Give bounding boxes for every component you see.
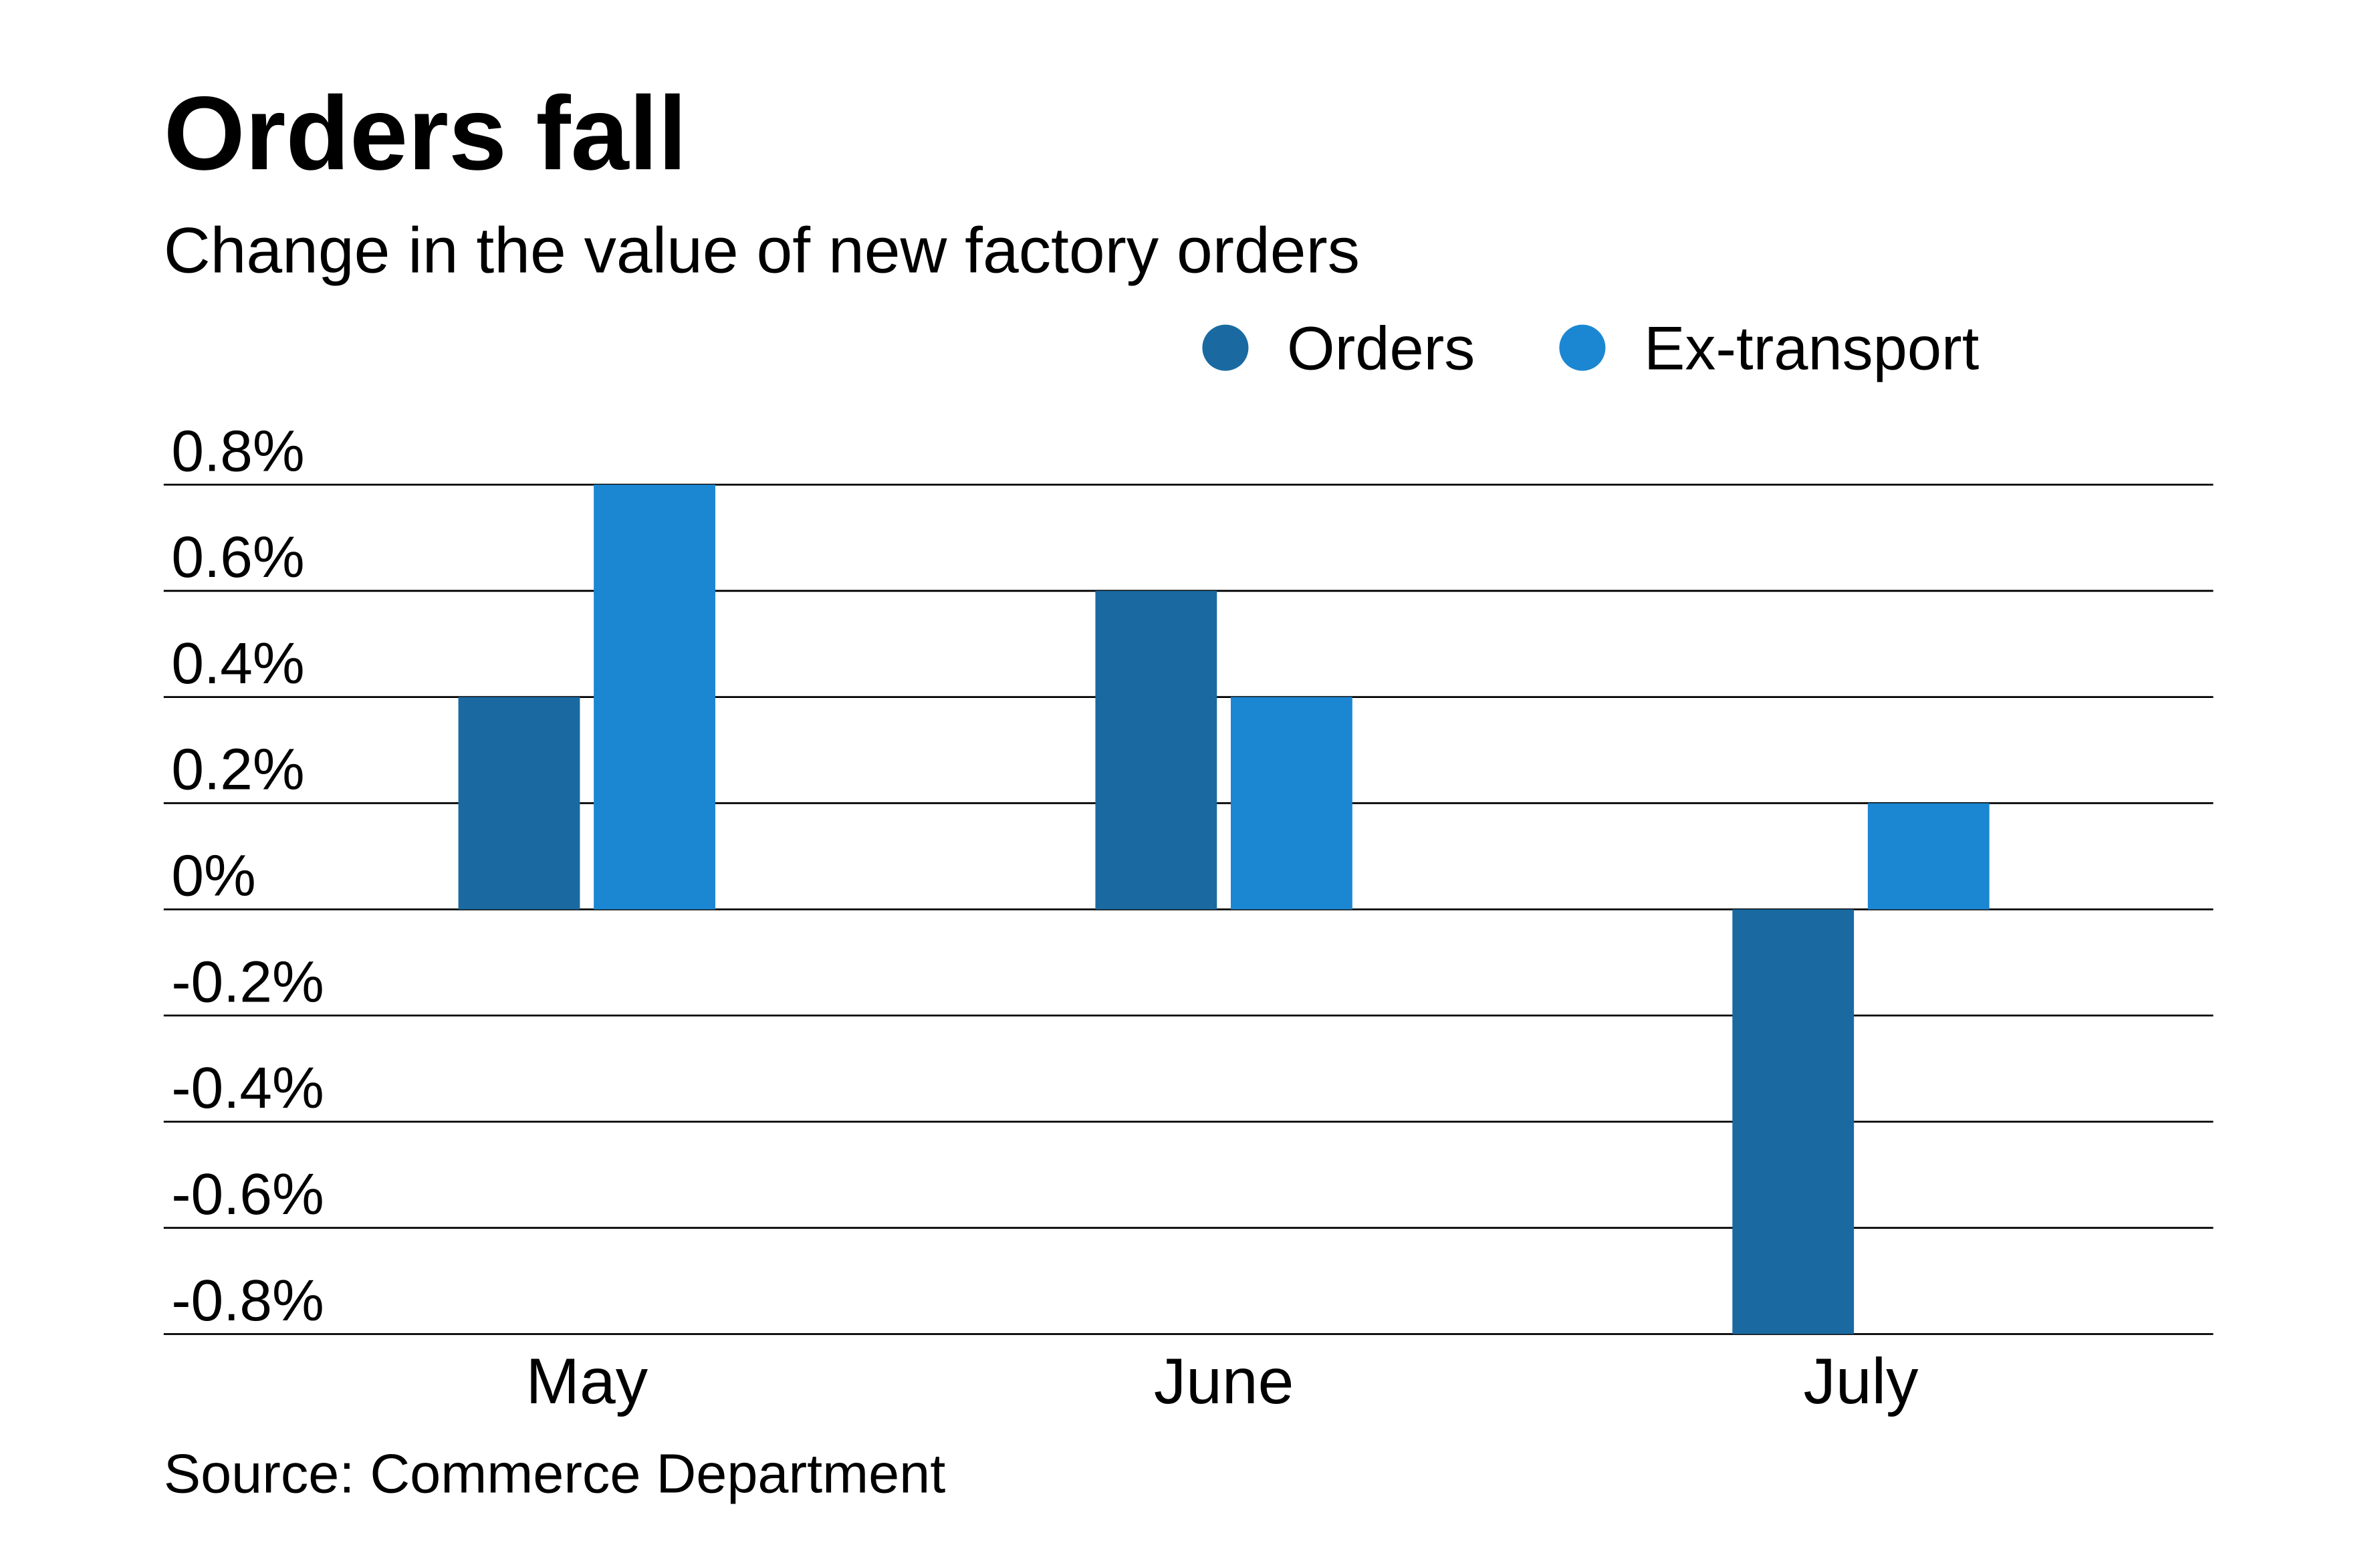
- bar-ex-transport-june: [1230, 697, 1352, 910]
- bar-ex-transport-may: [594, 485, 715, 910]
- category-labels: May June July: [525, 1345, 1919, 1417]
- x-tick-label: July: [1804, 1345, 1919, 1417]
- y-tick-label: 0%: [171, 843, 255, 909]
- source-note: Source: Commerce Department: [164, 1443, 945, 1505]
- x-tick-label: June: [1154, 1345, 1294, 1417]
- y-tick-label: -0.8%: [171, 1268, 324, 1333]
- chart-subtitle: Change in the value of new factory order…: [164, 214, 1360, 286]
- y-tick-label: 0.2%: [171, 737, 304, 802]
- bars: [458, 485, 1990, 1334]
- bar-orders-july: [1732, 909, 1855, 1334]
- x-tick-label: May: [525, 1345, 648, 1417]
- y-tick-label: -0.2%: [171, 949, 324, 1014]
- bar-orders-june: [1095, 590, 1217, 910]
- y-tick-label: 0.6%: [171, 524, 304, 590]
- chart-title: Orders fall: [164, 75, 687, 192]
- bar-ex-transport-july: [1867, 803, 1990, 910]
- bar-orders-may: [458, 697, 580, 910]
- y-tick-label: -0.4%: [171, 1055, 324, 1120]
- legend-label: Ex-transport: [1644, 314, 1979, 382]
- y-tick-label: 0.8%: [171, 418, 304, 483]
- legend-label: Orders: [1287, 314, 1475, 382]
- legend-swatch: [1202, 324, 1249, 371]
- y-tick-label: 0.4%: [171, 630, 304, 696]
- legend: Orders Ex-transport: [1202, 314, 1979, 382]
- y-tick-label: -0.6%: [171, 1161, 324, 1227]
- legend-swatch: [1559, 324, 1606, 371]
